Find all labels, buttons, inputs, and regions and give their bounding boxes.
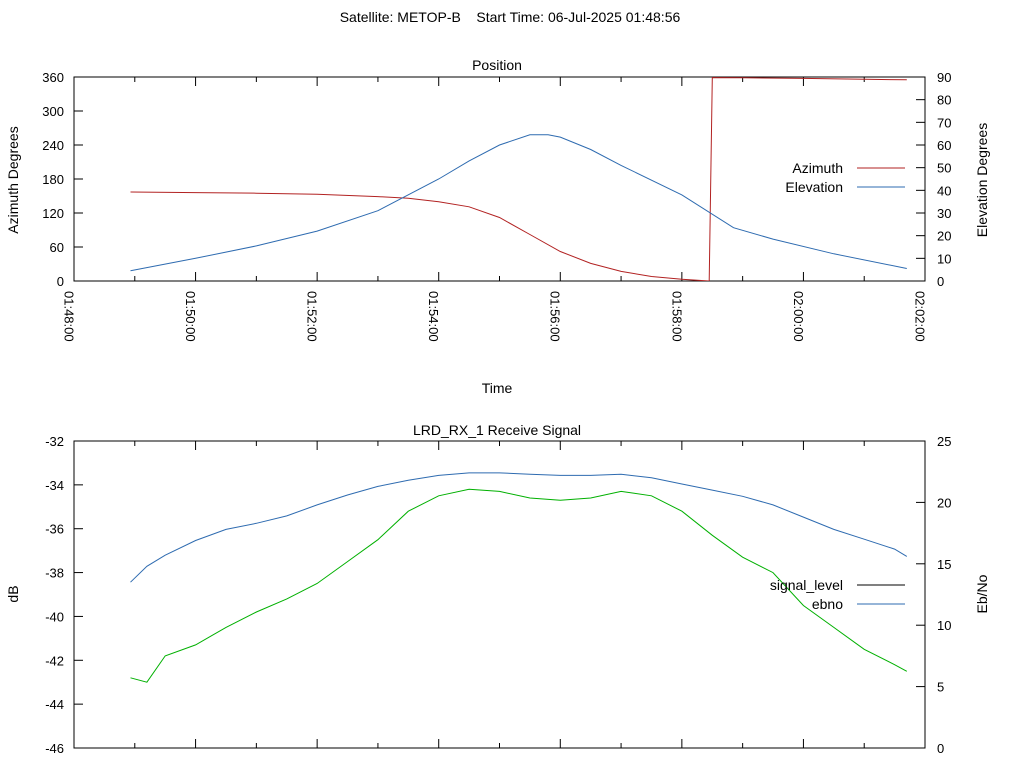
signal-chart-title: LRD_RX_1 Receive Signal	[413, 422, 581, 438]
position-y2-tick-label: 60	[937, 138, 951, 153]
signal-plot-frame	[73, 440, 926, 749]
position-x-tick-label: 02:02:00	[912, 291, 927, 342]
signal-y2-tick-label: 10	[937, 618, 951, 633]
position-y-tick-label: 180	[42, 172, 64, 187]
position-x-tick-label: 01:56:00	[548, 291, 563, 342]
position-y-tick-label: 300	[42, 104, 64, 119]
position-series-line-0	[130, 191, 710, 281]
position-x-tick-label: 02:00:00	[791, 291, 806, 342]
position-series-line-1	[708, 77, 907, 281]
position-y2-tick-label: 80	[937, 93, 951, 108]
position-y-tick-label: 120	[42, 206, 64, 221]
position-y-tick-label: 240	[42, 138, 64, 153]
position-y2-tick-label: 30	[937, 206, 951, 221]
position-x-tick-label: 01:54:00	[426, 291, 441, 342]
position-y2-tick-label: 20	[937, 229, 951, 244]
signal-y2-tick-label: 0	[937, 741, 944, 756]
signal-y-tick-label: -46	[45, 741, 64, 756]
position-x-tick-label: 01:50:00	[183, 291, 198, 342]
position-y2-tick-label: 10	[937, 251, 951, 266]
position-y-tick-label: 360	[42, 70, 64, 85]
signal-y-tick-label: -36	[45, 522, 64, 537]
position-x-axis-label: Time	[482, 380, 513, 396]
position-x-tick-label: 01:52:00	[305, 291, 320, 342]
signal-y2-tick-label: 20	[937, 495, 951, 510]
position-y2-tick-label: 50	[937, 161, 951, 176]
position-y2-tick-label: 0	[937, 274, 944, 289]
position-y2-tick-label: 70	[937, 115, 951, 130]
position-legend-label: Elevation	[785, 179, 843, 195]
signal-series-line-0	[130, 488, 908, 683]
signal-series-line-1	[130, 472, 908, 583]
signal-y-tick-label: -38	[45, 566, 64, 581]
signal-legend-label: signal_level	[770, 577, 843, 593]
position-series-line-2	[130, 134, 907, 272]
signal-y-tick-label: -44	[45, 697, 64, 712]
signal-legend-label: ebno	[812, 596, 843, 612]
position-y-tick-label: 0	[57, 274, 64, 289]
position-chart-title: Position	[472, 57, 522, 73]
signal-y2-tick-label: 25	[937, 434, 951, 449]
position-y-axis-label: Azimuth Degrees	[5, 126, 21, 233]
page-title: Satellite: METOP-B Start Time: 06-Jul-20…	[340, 9, 681, 25]
signal-y-axis-label: dB	[5, 585, 21, 602]
position-chart: Position Time Azimuth Degrees Elevation …	[5, 57, 990, 396]
position-x-tick-label: 01:48:00	[61, 291, 76, 342]
position-x-tick-label: 01:58:00	[669, 291, 684, 342]
position-y2-axis-label: Elevation Degrees	[974, 123, 990, 237]
signal-y2-tick-label: 5	[937, 680, 944, 695]
signal-y-tick-label: -32	[45, 434, 64, 449]
position-y-tick-label: 60	[50, 240, 64, 255]
position-legend-label: Azimuth	[792, 160, 843, 176]
receive-signal-chart: LRD_RX_1 Receive Signal dB Eb/No -46 -44 -…	[5, 422, 990, 756]
signal-y-tick-label: -34	[45, 478, 64, 493]
position-y2-tick-label: 90	[937, 70, 951, 85]
signal-y-tick-label: -40	[45, 609, 64, 624]
signal-y2-tick-label: 15	[937, 557, 951, 572]
signal-y2-axis-label: Eb/No	[974, 574, 990, 613]
signal-y-tick-label: -42	[45, 653, 64, 668]
position-y2-tick-label: 40	[937, 183, 951, 198]
